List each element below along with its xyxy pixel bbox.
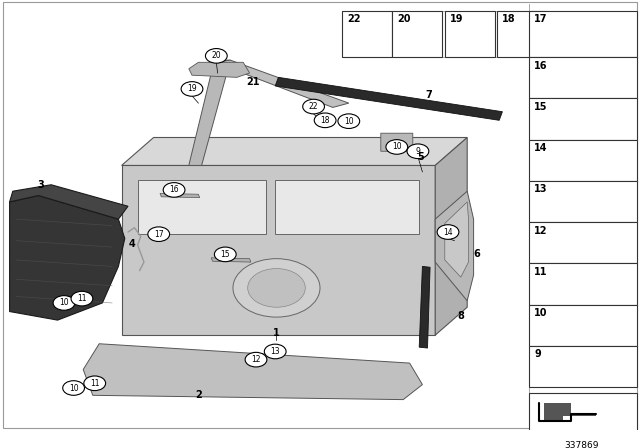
Circle shape (245, 352, 267, 367)
Circle shape (53, 296, 75, 310)
Circle shape (84, 376, 106, 391)
Text: 11: 11 (90, 379, 99, 388)
FancyBboxPatch shape (3, 2, 637, 427)
Text: 19: 19 (450, 14, 463, 24)
Text: 13: 13 (270, 347, 280, 356)
Text: 11: 11 (534, 267, 548, 277)
Text: 14: 14 (534, 143, 548, 153)
Text: 21: 21 (246, 77, 260, 86)
FancyBboxPatch shape (529, 346, 637, 387)
FancyBboxPatch shape (445, 11, 495, 57)
FancyBboxPatch shape (392, 11, 442, 57)
Polygon shape (211, 258, 251, 262)
Text: 8: 8 (458, 311, 464, 321)
Text: 337869: 337869 (564, 441, 598, 448)
Circle shape (205, 48, 227, 63)
Text: 16: 16 (534, 60, 548, 71)
Text: 16: 16 (169, 185, 179, 194)
Text: 19: 19 (187, 84, 197, 94)
Text: 20: 20 (397, 14, 411, 24)
Text: 11: 11 (77, 294, 86, 303)
Circle shape (248, 268, 305, 307)
Text: 9: 9 (534, 349, 541, 359)
Polygon shape (160, 194, 200, 198)
Polygon shape (189, 60, 230, 165)
Polygon shape (419, 267, 430, 348)
Polygon shape (275, 78, 502, 121)
Text: 13: 13 (534, 184, 548, 194)
Polygon shape (435, 191, 474, 301)
Text: 6: 6 (474, 250, 480, 259)
FancyBboxPatch shape (529, 181, 637, 222)
Circle shape (148, 227, 170, 241)
Circle shape (163, 183, 185, 197)
Text: 15: 15 (534, 102, 548, 112)
Text: 20: 20 (211, 52, 221, 60)
Text: 4: 4 (129, 239, 135, 249)
Polygon shape (10, 195, 125, 320)
Text: 22: 22 (348, 14, 361, 24)
FancyBboxPatch shape (529, 222, 637, 263)
FancyBboxPatch shape (342, 11, 392, 57)
Circle shape (181, 82, 203, 96)
Polygon shape (10, 185, 128, 219)
Polygon shape (275, 181, 419, 234)
Polygon shape (445, 202, 468, 277)
FancyBboxPatch shape (529, 11, 637, 57)
Circle shape (386, 140, 408, 154)
Text: 15: 15 (220, 250, 230, 259)
Polygon shape (539, 403, 596, 419)
Text: 9: 9 (415, 147, 420, 156)
Polygon shape (214, 60, 349, 108)
Text: 18: 18 (321, 116, 330, 125)
Circle shape (264, 344, 286, 359)
Text: 5: 5 (418, 152, 424, 162)
FancyBboxPatch shape (497, 11, 547, 57)
FancyBboxPatch shape (529, 140, 637, 181)
Circle shape (233, 258, 320, 317)
Text: 12: 12 (252, 355, 260, 364)
Text: 22: 22 (309, 102, 318, 111)
FancyBboxPatch shape (529, 263, 637, 305)
FancyBboxPatch shape (529, 393, 637, 431)
Circle shape (437, 225, 459, 239)
Circle shape (71, 291, 93, 306)
FancyBboxPatch shape (529, 57, 637, 99)
Polygon shape (122, 165, 435, 335)
Text: 10: 10 (392, 142, 402, 151)
Text: 17: 17 (154, 230, 164, 239)
Text: 17: 17 (534, 14, 548, 24)
Text: 10: 10 (68, 383, 79, 392)
FancyBboxPatch shape (529, 99, 637, 140)
Circle shape (63, 381, 84, 395)
Text: 1: 1 (273, 328, 280, 338)
Text: 10: 10 (534, 308, 548, 318)
Text: 2: 2 (195, 390, 202, 401)
FancyBboxPatch shape (529, 305, 637, 346)
Polygon shape (189, 62, 250, 78)
Text: 14: 14 (443, 228, 453, 237)
Text: 18: 18 (502, 14, 516, 24)
Polygon shape (83, 344, 422, 400)
Text: 10: 10 (344, 116, 354, 126)
Text: 12: 12 (534, 226, 548, 236)
Circle shape (338, 114, 360, 129)
Text: 3: 3 (37, 180, 44, 190)
Polygon shape (138, 181, 266, 234)
Circle shape (407, 144, 429, 159)
Circle shape (314, 113, 336, 128)
Circle shape (303, 99, 324, 114)
Circle shape (214, 247, 236, 262)
Text: 10: 10 (59, 298, 69, 307)
Polygon shape (381, 133, 413, 151)
Polygon shape (122, 138, 467, 165)
Text: 7: 7 (426, 90, 432, 99)
Polygon shape (435, 138, 467, 335)
